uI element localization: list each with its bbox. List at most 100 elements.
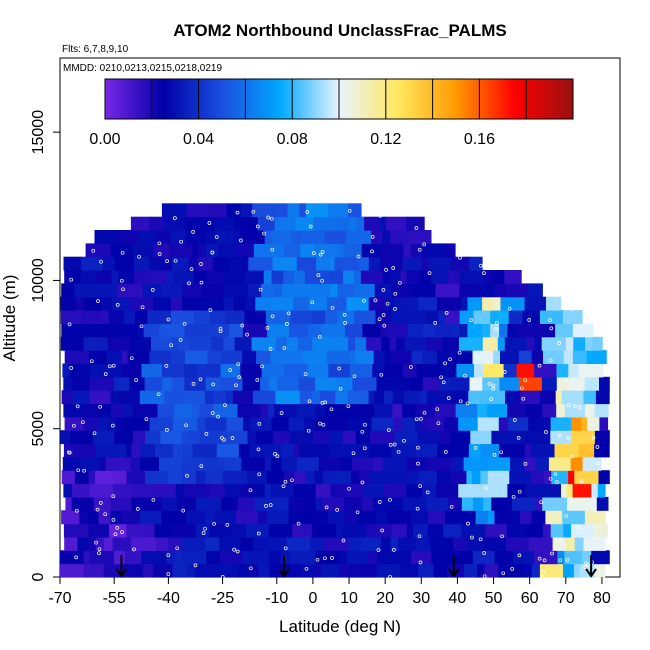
sample-point [396,449,401,454]
arrow-head [278,568,290,578]
sample-point [443,450,448,454]
heatmap-cell [572,350,588,364]
heatmap-cell [420,416,428,431]
sample-point [338,386,343,391]
sample-point [296,521,301,526]
heatmap-cell [263,443,282,458]
heatmap-cell [268,403,275,418]
sample-point [76,468,81,473]
sample-point [290,478,294,483]
sample-point [316,273,321,277]
heatmap-cell [336,523,344,538]
sample-point [255,378,260,382]
sample-point [548,358,553,363]
heatmap-cell [237,563,251,578]
heatmap-cell [404,390,421,405]
heatmap-cell [348,537,362,551]
heatmap-cell [304,270,331,284]
heatmap-cell [508,416,529,431]
heatmap-cell [255,430,274,445]
heatmap-cell [415,443,438,458]
sample-point [436,421,441,426]
heatmap-cell [252,537,269,551]
sample-point [210,250,215,255]
sample-point [279,411,284,415]
heatmap-cell [369,430,396,445]
heatmap-cell [505,390,516,405]
heatmap-cell [268,550,282,565]
sample-point [392,548,396,552]
heatmap-cell [83,336,109,351]
heatmap-cell [250,416,273,431]
heatmap-cell [531,510,546,525]
sample-point [346,404,351,409]
heatmap-cell [389,336,397,351]
heatmap-cell [437,296,462,311]
heatmap-cell [556,363,569,378]
heatmap-cell [205,510,215,525]
heatmap-cell [345,323,363,338]
sample-point [330,305,335,310]
heatmap-cell [382,456,407,471]
heatmap-cell [566,483,574,498]
heatmap-cell [216,443,240,458]
heatmap-cell [384,390,394,405]
heatmap-cell [177,496,197,511]
sample-point [99,259,103,264]
sample-point [392,442,397,447]
heatmap-cell [150,270,168,284]
heatmap-cell [299,203,307,218]
heatmap-cell [292,523,313,538]
heatmap-cell [446,563,465,578]
heatmap-cell [468,443,482,458]
heatmap-cell [335,390,349,405]
sample-point [330,556,334,560]
heatmap-cell [113,376,130,391]
sample-point [268,347,273,351]
sample-point [98,404,103,409]
sample-point [381,288,386,292]
sample-point [193,563,198,568]
heatmap-cell [312,336,332,351]
heatmap-cell [183,390,206,405]
heatmap-cell [60,563,85,578]
sample-point [398,280,402,285]
heatmap-cell [140,456,160,471]
heatmap-cell [510,456,525,471]
heatmap-cell [216,230,226,244]
heatmap-cell [119,390,141,405]
heatmap-cell [234,216,242,231]
heatmap-cell [253,243,278,258]
heatmap-cell [267,510,290,525]
heatmap-cell [594,443,610,458]
heatmap-cell [487,403,508,418]
heatmap-cell [221,496,239,511]
sample-point [523,378,528,383]
sample-point [151,497,156,502]
heatmap-cell [305,496,317,511]
heatmap-cell [181,456,205,471]
heatmap-cell [594,563,606,578]
heatmap-cell [484,537,507,551]
heatmap-cell [398,537,417,551]
heatmap-cell [94,496,111,511]
heatmap-cell [326,350,351,364]
heatmap-cell [542,496,568,511]
heatmap-cell [214,563,239,578]
heatmap-cell [174,550,182,565]
heatmap-cell [444,416,459,431]
sample-point [559,537,564,542]
heatmap-cell [141,550,162,565]
sample-point [466,521,470,526]
sample-point [337,366,342,371]
heatmap-cell [87,537,97,551]
sample-point [110,423,115,428]
sample-point [463,373,467,378]
heatmap-cell [315,403,326,418]
heatmap-cell [141,363,163,378]
sample-point [222,437,226,442]
sample-point [320,250,325,254]
heatmap-cell [381,537,392,551]
heatmap-cell [277,376,300,391]
heatmap-cell [463,456,489,471]
